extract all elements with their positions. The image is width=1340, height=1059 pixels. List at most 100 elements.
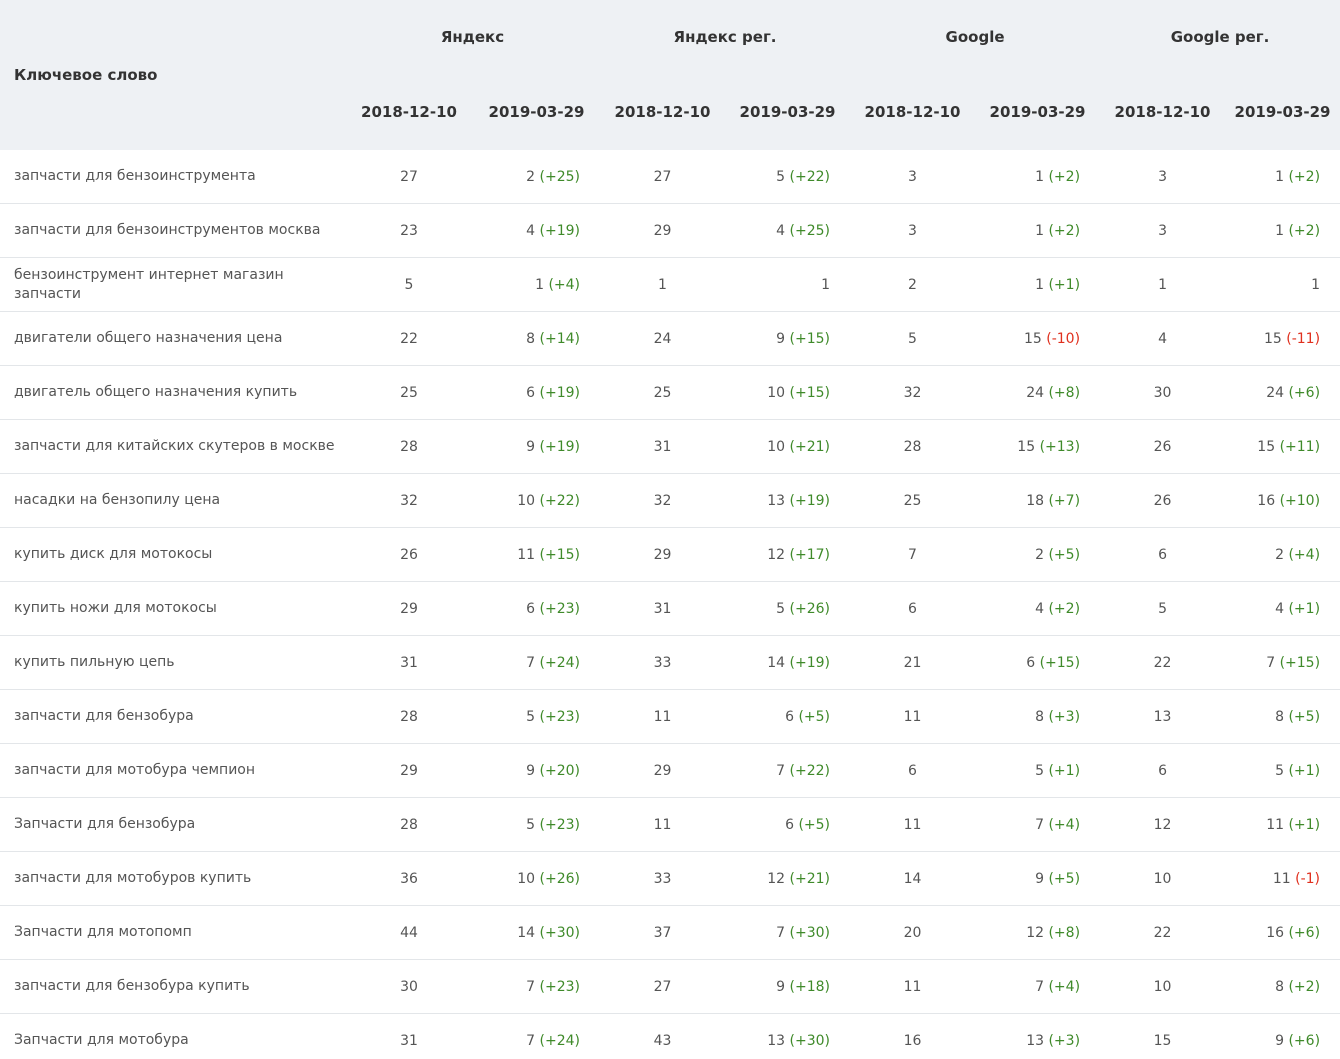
rank: 10: [767, 384, 786, 401]
rank: 6: [1158, 762, 1167, 779]
rank-change: (+24): [539, 654, 580, 671]
rank-change: (+4): [548, 276, 580, 293]
rank-change: (+5): [798, 708, 831, 725]
table-row: двигатель общего назначения купить 25 6 (+…: [0, 365, 1340, 420]
rank-cell: 13 (+3): [975, 1013, 1101, 1059]
rank-cell: 28: [345, 689, 473, 744]
rank-change: (+5): [1048, 546, 1081, 563]
rank-change: (+20): [539, 762, 580, 779]
keyword-cell: запчасти для мотобура чемпион: [0, 743, 345, 798]
rank: 4: [776, 222, 786, 239]
rank-change: (+22): [789, 762, 831, 779]
rank-change: (+19): [539, 384, 580, 401]
rank-change: (+21): [789, 870, 831, 887]
rank-change: (+30): [789, 924, 831, 941]
rank: 11: [903, 978, 922, 995]
rank-cell: 5 (+26): [725, 581, 851, 636]
rank-cell: 6 (+23): [473, 581, 600, 636]
rank-cell: 44: [345, 905, 473, 960]
rank: 16: [903, 1032, 922, 1049]
rank: 23: [400, 222, 418, 239]
rank-cell: 6: [1100, 743, 1226, 798]
rank-change: (+6): [1288, 384, 1321, 401]
rank: 6: [526, 600, 536, 617]
rank: 1: [821, 276, 831, 293]
rank-cell: 26: [1100, 419, 1226, 474]
rank: 15: [1257, 438, 1276, 455]
rank-change: (+4): [1288, 546, 1321, 563]
rank: 18: [1026, 492, 1045, 509]
rank-change: (+2): [1288, 168, 1321, 185]
rank-change: (+13): [1039, 438, 1081, 455]
group-header: Google рег.: [1100, 0, 1340, 74]
rank: 16: [1257, 492, 1276, 509]
rank: 25: [653, 384, 672, 401]
rank-cell: 14 (+19): [725, 635, 851, 690]
rank-cell: 29: [345, 743, 473, 798]
group-header: Яндекс: [345, 0, 600, 74]
rank: 4: [1158, 330, 1167, 347]
rank-cell: 1 (+1): [975, 257, 1101, 312]
group-header: Яндекс рег.: [600, 0, 851, 74]
rank-cell: 11 (+1): [1225, 797, 1340, 852]
rank-cell: 30: [1100, 365, 1226, 420]
rank: 13: [1153, 708, 1172, 725]
rank: 29: [400, 762, 418, 779]
rank: 9: [1035, 870, 1045, 887]
rank: 6: [908, 762, 917, 779]
rank: 8: [526, 330, 536, 347]
rank: 14: [517, 924, 536, 941]
rank: 1: [535, 276, 544, 293]
rank-change: (+15): [789, 384, 831, 401]
rank-cell: 24 (+8): [975, 365, 1101, 420]
rank-change: (+4): [1048, 978, 1081, 995]
rank-cell: 3: [850, 203, 976, 258]
rank-change: (-10): [1046, 330, 1081, 347]
table-row: запчасти для мотобура чемпион 29 9 (+20) 29…: [0, 743, 1340, 798]
rank-cell: 10 (+26): [473, 851, 600, 906]
rank: 28: [400, 438, 418, 455]
rank: 5: [526, 708, 536, 725]
rank-change: (+18): [789, 978, 831, 995]
rank: 11: [1272, 870, 1291, 887]
rank: 27: [400, 168, 418, 185]
rank-cell: 11: [850, 959, 976, 1014]
rank: 33: [653, 870, 672, 887]
table-row: Запчасти для бензобура 28 5 (+23) 11 6 (+5) 1…: [0, 797, 1340, 852]
date-header: 2018-12-10: [1100, 74, 1226, 150]
rank: 22: [400, 330, 418, 347]
table-row: бензоинструмент интернет магазин запчаст…: [0, 257, 1340, 312]
rank: 9: [776, 330, 786, 347]
rank-change: (+1): [1288, 816, 1321, 833]
rank: 21: [903, 654, 922, 671]
rank: 9: [776, 978, 786, 995]
rank: 24: [1026, 384, 1045, 401]
rank-cell: 33: [600, 851, 725, 906]
rank: 15: [1023, 330, 1042, 347]
rank: 7: [776, 924, 786, 941]
rank-cell: 37: [600, 905, 725, 960]
rank-change: (+30): [539, 924, 580, 941]
keyword-cell: запчасти для бензоинструмента: [0, 150, 345, 204]
rank-cell: 31: [600, 419, 725, 474]
rank-cell: 1 (+2): [1225, 203, 1340, 258]
rank-cell: 1: [1100, 257, 1226, 312]
keyword-cell: Запчасти для мотопомп: [0, 905, 345, 960]
rank-change: (+6): [1288, 1032, 1321, 1049]
rank-cell: 15 (-11): [1225, 311, 1340, 366]
keyword-cell: двигатели общего назначения цена: [0, 311, 345, 366]
rank: 36: [400, 870, 418, 887]
table-row: купить ножи для мотокосы 29 6 (+23) 31 5 (+2…: [0, 581, 1340, 636]
rank-change: (-1): [1295, 870, 1321, 887]
keyword-cell: запчасти для бензоинструментов москва: [0, 203, 345, 258]
rank: 26: [1153, 438, 1172, 455]
rank-change: (+15): [1039, 654, 1081, 671]
rank: 7: [526, 654, 536, 671]
rank-cell: 12 (+17): [725, 527, 851, 582]
rank-cell: 5: [850, 311, 976, 366]
rank: 12: [767, 546, 786, 563]
rank: 1: [1035, 276, 1045, 293]
rank-change: (+17): [789, 546, 831, 563]
rank-cell: 10 (+21): [725, 419, 851, 474]
rank: 10: [767, 438, 786, 455]
